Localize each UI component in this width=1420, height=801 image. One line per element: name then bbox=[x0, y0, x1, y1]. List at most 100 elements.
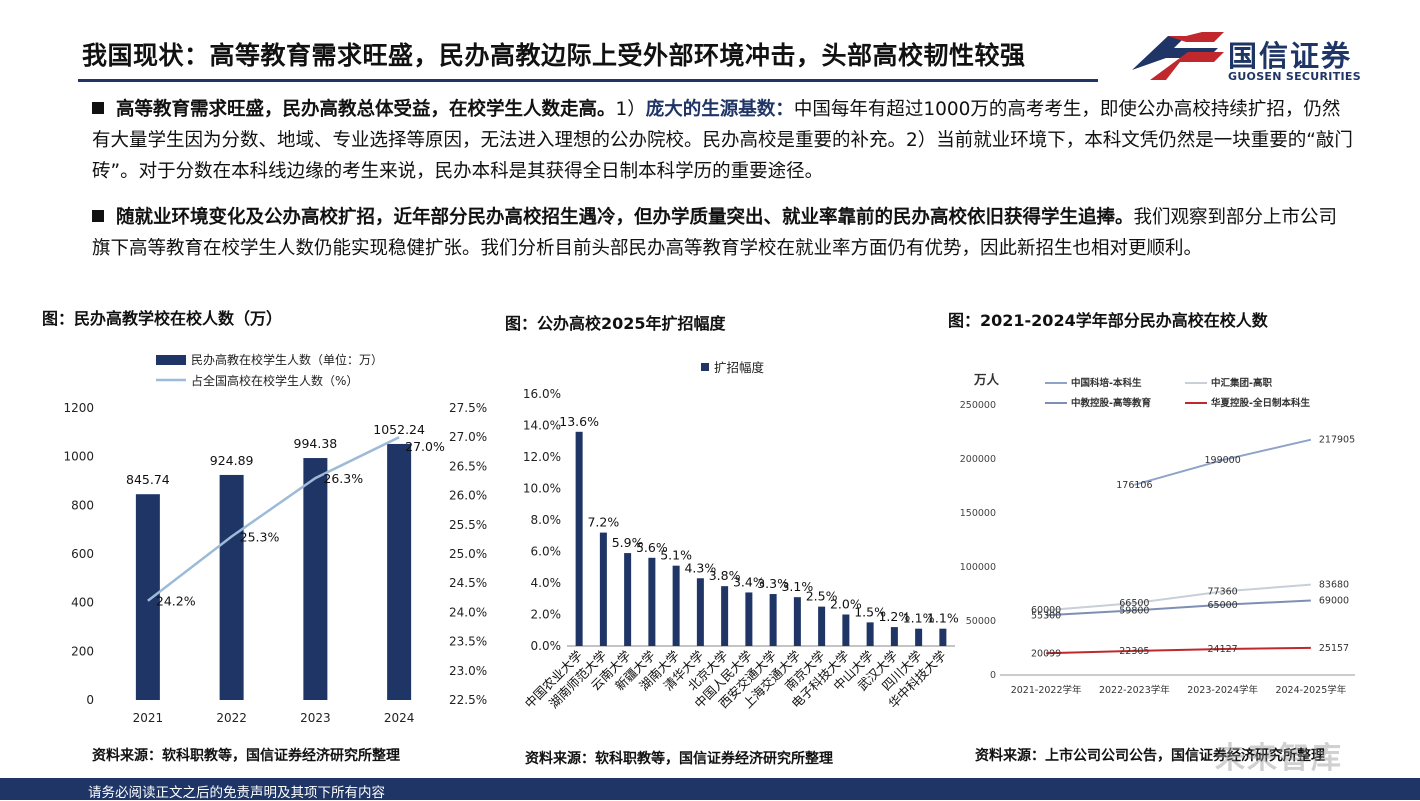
y-tick-label: 200 bbox=[71, 644, 94, 658]
bar bbox=[721, 586, 729, 646]
line-data-label: 22305 bbox=[1119, 646, 1149, 657]
bar-data-label: 3.1% bbox=[781, 579, 813, 594]
line-data-label: 65000 bbox=[1208, 600, 1238, 611]
line-data-label: 25.3% bbox=[240, 529, 280, 544]
watermark: 未来智库 bbox=[1215, 741, 1343, 776]
y2-tick-label: 23.0% bbox=[449, 664, 487, 678]
y-axis-unit: 万人 bbox=[973, 372, 1000, 387]
line-data-label: 25157 bbox=[1319, 643, 1349, 654]
logo-en-text: GUOSEN SECURITIES bbox=[1228, 70, 1361, 83]
page-title: 我国现状：高等教育需求旺盛，民办高教边际上受外部环境冲击，头部高校韧性较强 bbox=[82, 41, 1026, 70]
legend-label: 占全国高校在校学生人数（%） bbox=[191, 373, 358, 388]
line-data-label: 20099 bbox=[1031, 648, 1061, 659]
title-underline bbox=[78, 79, 1098, 82]
bar-data-label: 3.8% bbox=[709, 568, 741, 583]
p1-rest: 中国每年有超过1000万的高考考生，即使公办高校持续扩招，仍然有大量学生因为分数… bbox=[92, 99, 1353, 182]
bar-data-label: 4.3% bbox=[684, 560, 716, 575]
p1-bold: 高等教育需求旺盛，民办高教总体受益，在校学生人数走高。 bbox=[116, 99, 616, 120]
footer-disclaimer: 请务必阅读正文之后的免责声明及其项下所有内容 bbox=[88, 785, 385, 801]
line-data-label: 83680 bbox=[1319, 580, 1349, 591]
y-tick-label: 0 bbox=[990, 670, 996, 681]
bar bbox=[939, 628, 947, 646]
line-data-label: 24.2% bbox=[156, 594, 196, 609]
chart2-source: 资料来源：软科职教等，国信证券经济研究所整理 bbox=[525, 751, 833, 767]
chart1-title: 图：民办高教学校在校人数（万） bbox=[42, 309, 283, 328]
y2-tick-label: 27.5% bbox=[449, 401, 487, 415]
p1-mid: 1） bbox=[615, 99, 646, 120]
bar-data-label: 1052.24 bbox=[373, 422, 425, 437]
square-bullet-icon bbox=[92, 210, 104, 222]
bar bbox=[915, 628, 923, 646]
bar bbox=[219, 474, 244, 700]
bar-data-label: 3.3% bbox=[757, 576, 789, 591]
chart-school-enrollment: 万人 0 50000 100000 150000 200000 250000 2021-202… bbox=[960, 372, 1355, 696]
x-tick-label: 2023-2024学年 bbox=[1187, 684, 1258, 696]
line-data-label: 24127 bbox=[1208, 644, 1238, 655]
y2-tick-label: 25.0% bbox=[449, 547, 487, 561]
y-tick-label: 250000 bbox=[960, 400, 996, 411]
bar-data-label: 2.0% bbox=[830, 597, 862, 612]
chart3-source: 资料来源：上市公司公司公告，国信证券经济研究所整理 bbox=[975, 748, 1325, 764]
line-data-label: 217905 bbox=[1319, 435, 1355, 446]
y2-tick-label: 22.5% bbox=[449, 693, 487, 707]
footer-bar bbox=[0, 778, 1420, 800]
line-series bbox=[1046, 599, 1311, 617]
line-data-label: 66500 bbox=[1119, 598, 1149, 609]
y-tick-label: 200000 bbox=[960, 454, 996, 465]
legend-label: 中汇集团-高职 bbox=[1211, 377, 1272, 389]
legend-label: 中教控股-高等教育 bbox=[1071, 397, 1151, 409]
x-tick-label: 2022 bbox=[216, 711, 247, 725]
bar bbox=[866, 622, 874, 646]
y-tick-label: 150000 bbox=[960, 508, 996, 519]
x-tick-label: 2021-2022学年 bbox=[1011, 684, 1082, 696]
y-tick-label: 50000 bbox=[966, 616, 996, 627]
bar bbox=[818, 606, 826, 646]
line-data-label: 176106 bbox=[1116, 480, 1152, 491]
y-tick-label: 800 bbox=[71, 498, 94, 512]
y-tick-label: 16.0% bbox=[523, 387, 561, 401]
y-tick-label: 1200 bbox=[63, 401, 94, 415]
bar bbox=[672, 565, 680, 646]
bar-data-label: 845.74 bbox=[126, 472, 170, 487]
bar-data-label: 5.1% bbox=[660, 548, 692, 563]
y2-tick-label: 23.5% bbox=[449, 635, 487, 649]
legend-label: 华夏控股-全日制本科生 bbox=[1211, 397, 1310, 409]
bar-data-label: 1.2% bbox=[878, 609, 910, 624]
bar bbox=[648, 557, 656, 646]
chart1-source: 资料来源：软科职教等，国信证券经济研究所整理 bbox=[92, 748, 400, 764]
bar bbox=[387, 443, 412, 700]
y-tick-label: 600 bbox=[71, 547, 94, 561]
bar-data-label: 2.5% bbox=[806, 589, 838, 604]
line-series bbox=[1046, 583, 1311, 612]
bar bbox=[599, 532, 607, 646]
chart2-title: 图：公办高校2025年扩招幅度 bbox=[505, 314, 726, 333]
y2-tick-label: 24.0% bbox=[449, 605, 487, 619]
legend-swatch bbox=[701, 363, 709, 371]
bar bbox=[793, 597, 801, 646]
y-tick-label: 2.0% bbox=[531, 608, 562, 622]
line-data-label: 27.0% bbox=[405, 439, 445, 454]
x-tick-label: 2022-2023学年 bbox=[1099, 684, 1170, 696]
y-tick-label: 400 bbox=[71, 596, 94, 610]
guosen-logo-icon bbox=[1132, 32, 1224, 80]
legend-label: 民办高教在校学生人数（单位：万） bbox=[191, 352, 383, 367]
p2-bold: 随就业环境变化及公办高校扩招，近年部分民办高校招生遇冷，但办学质量突出、就业率靠… bbox=[116, 207, 1134, 228]
line-data-label: 26.3% bbox=[323, 471, 363, 486]
y2-tick-label: 25.5% bbox=[449, 518, 487, 532]
line-data-label: 69000 bbox=[1319, 595, 1349, 606]
y-tick-label: 100000 bbox=[960, 562, 996, 573]
x-tick-label: 2023 bbox=[300, 711, 331, 725]
legend-label: 中国科培-本科生 bbox=[1071, 377, 1142, 389]
y-tick-label: 6.0% bbox=[531, 545, 562, 559]
chart-public-expansion: 0.0% 2.0% 4.0% 6.0% 8.0% 10.0% 12.0% 14.0% 16.0%… bbox=[522, 360, 959, 711]
bar bbox=[890, 627, 898, 646]
p1-highlight: 庞大的生源基数： bbox=[645, 99, 794, 120]
y-tick-label: 1000 bbox=[63, 450, 94, 464]
paragraph-2: 随就业环境变化及公办高校扩招，近年部分民办高校招生遇冷，但办学质量突出、就业率靠… bbox=[92, 202, 1354, 264]
bar bbox=[624, 553, 632, 646]
y-tick-label: 10.0% bbox=[523, 482, 561, 496]
bar-data-label: 1.1% bbox=[927, 611, 959, 626]
y2-tick-label: 24.5% bbox=[449, 576, 487, 590]
bar-data-label: 5.6% bbox=[636, 540, 668, 555]
y-tick-label: 0.0% bbox=[531, 639, 562, 653]
